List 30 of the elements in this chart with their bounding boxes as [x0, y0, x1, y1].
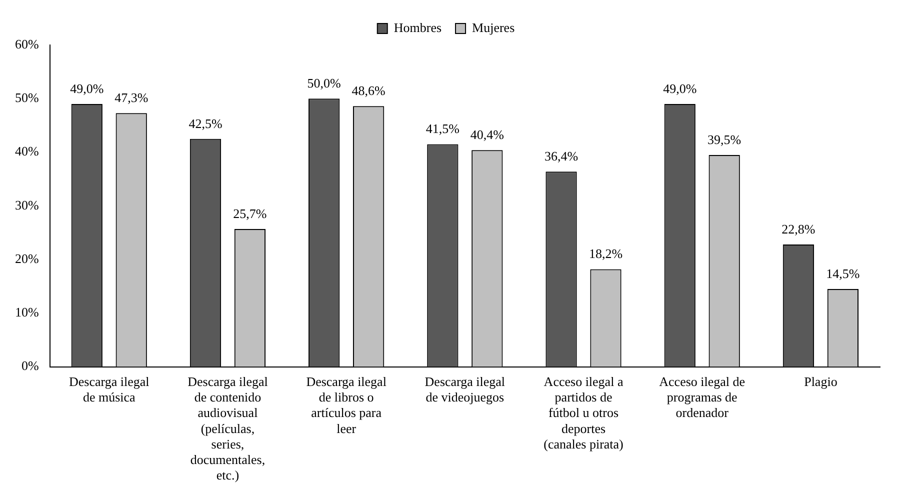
y-tick-label: 60%	[14, 36, 39, 52]
data-label: 25,7%	[233, 206, 267, 221]
data-label: 48,6%	[352, 83, 386, 98]
data-label: 41,5%	[426, 121, 460, 136]
y-tick-label: 10%	[14, 304, 39, 320]
data-label: 18,2%	[588, 246, 623, 262]
x-tick-label: Descarga ilegal de música	[69, 374, 150, 405]
data-label: 40,4%	[470, 127, 504, 142]
x-tick-label: Descarga ilegal de libros o artículos para leer	[306, 374, 387, 436]
y-tick-label: 20%	[14, 250, 39, 266]
x-tick-label: Descarga ilegal de contenido audiovisual (películas, series, documentales, etc.)	[188, 374, 268, 483]
data-label: 14,5%	[826, 266, 860, 281]
x-tick-label: Acceso ilegal a partidos de fútbol u otros deportes (canales pirata)	[544, 374, 624, 452]
y-tick-label: 30%	[14, 197, 39, 212]
data-label: 47,3%	[114, 90, 148, 106]
y-tick-label: 40%	[14, 144, 39, 159]
x-tick-label: Descarga ilegal de videojuegos	[424, 374, 506, 405]
data-label: 49,0%	[663, 80, 697, 96]
legend-label: Hombres	[394, 20, 442, 35]
legend-label: Mujeres	[472, 20, 515, 35]
x-tick-label: Acceso ilegal de programas de ordenador	[659, 374, 746, 420]
data-label: 39,5%	[708, 132, 742, 147]
data-label: 42,5%	[188, 116, 222, 131]
data-label: 49,0%	[70, 80, 104, 96]
data-label: 36,4%	[544, 148, 578, 164]
data-label: 22,8%	[782, 221, 816, 236]
x-tick-label: Plagio	[804, 374, 838, 390]
data-label: 50,0%	[307, 76, 342, 91]
y-tick-label: 50%	[14, 90, 39, 106]
y-tick-label: 0%	[21, 358, 39, 374]
